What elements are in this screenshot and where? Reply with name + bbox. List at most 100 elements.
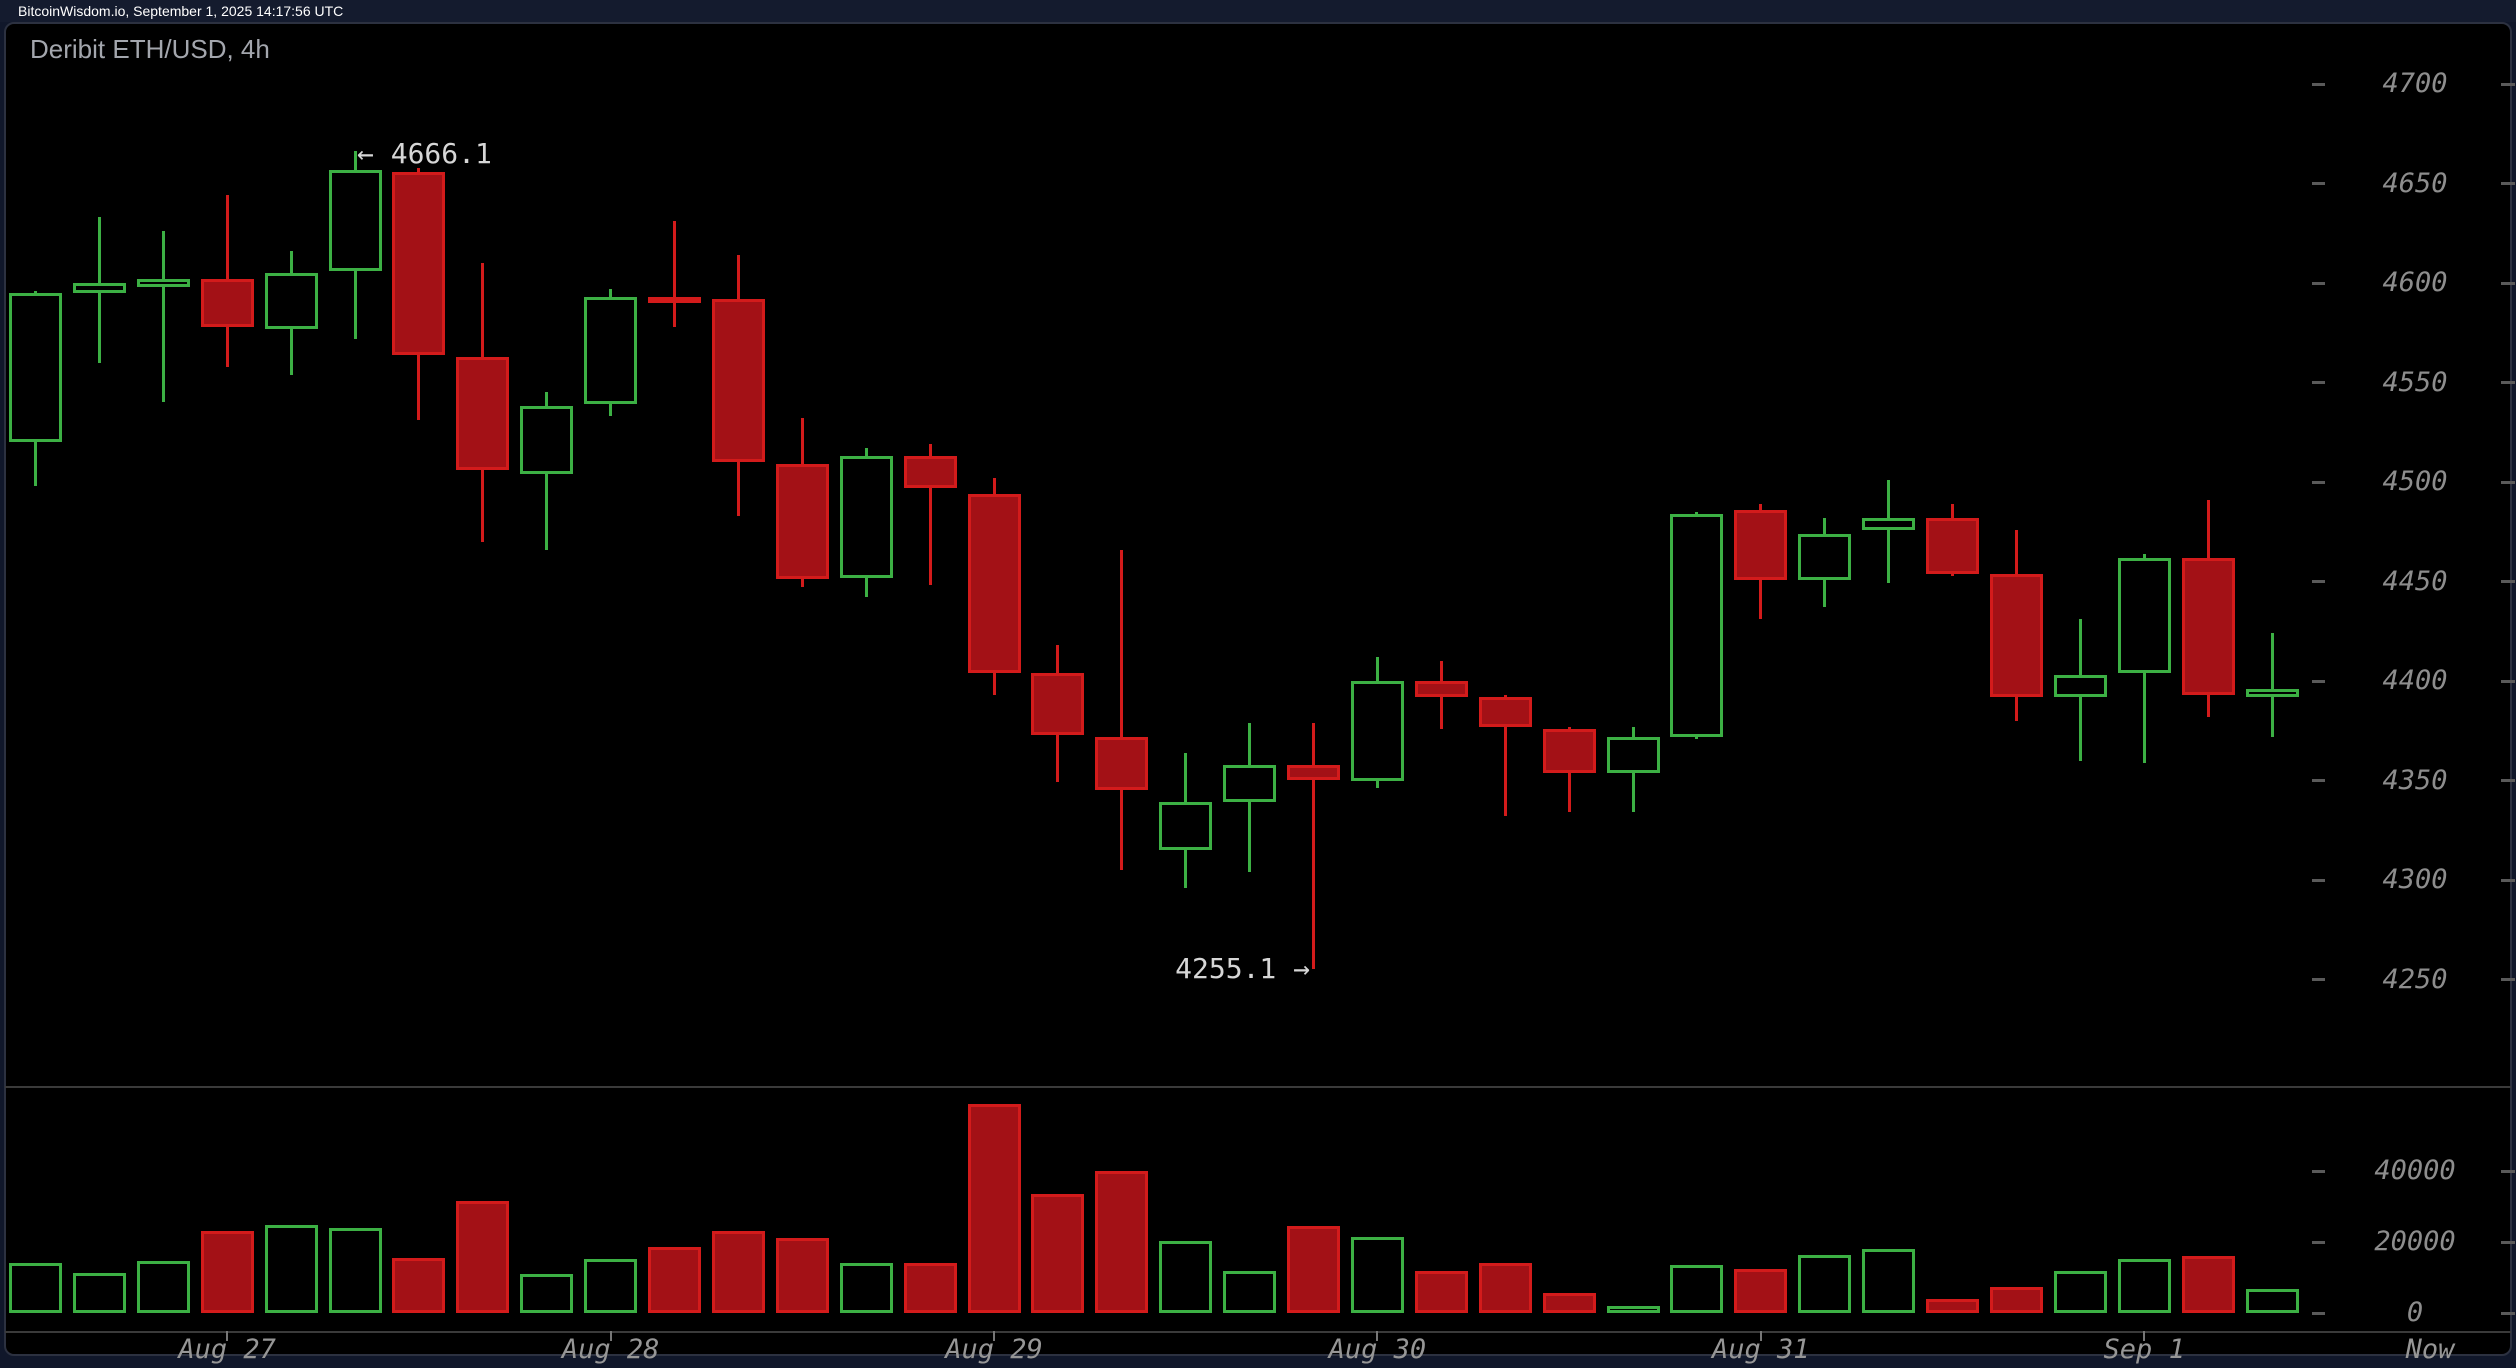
price-tick-right (2501, 480, 2515, 484)
price-tick-label: 4450 (2382, 565, 2448, 597)
candle-body-down (1926, 517, 1979, 574)
candle-body-up (1159, 802, 1213, 851)
candle-body-up (2117, 557, 2171, 674)
candle-body-up (2245, 688, 2299, 697)
volume-bar-down (775, 1238, 829, 1313)
pane-divider (5, 1086, 2511, 1088)
price-tick-right (2501, 281, 2515, 285)
candle-body-down (648, 296, 701, 303)
volume-bar-down (1542, 1293, 1596, 1313)
volume-bar-down (1734, 1269, 1788, 1313)
now-label: Now (2405, 1334, 2455, 1365)
volume-bar-down (1031, 1194, 1085, 1313)
candle-body-down (1734, 509, 1788, 580)
price-tick-right (2501, 679, 2515, 683)
candle-body-down (392, 171, 446, 355)
date-tick-label: Sep 1 (2103, 1334, 2185, 1365)
candle-body-down (775, 464, 829, 580)
price-tick-label: 4300 (2382, 864, 2448, 895)
volume-bar-down (648, 1247, 701, 1313)
candle-body-down (903, 456, 957, 488)
candle-body-up (264, 273, 318, 329)
volume-bar-down (903, 1263, 957, 1313)
volume-bar-up (1670, 1264, 1724, 1313)
candle-body-up (72, 283, 126, 293)
candle-body-down (1287, 764, 1340, 781)
candle-wick (1887, 480, 1891, 584)
candle-body-down (1414, 681, 1468, 697)
candle-body-up (1606, 736, 1660, 773)
candle-wick (1120, 549, 1124, 871)
volume-tick-right (2501, 1311, 2515, 1315)
price-tick-right (2501, 779, 2515, 782)
date-tick-label: Aug 30 (1328, 1334, 1427, 1365)
volume-bar-up (2053, 1270, 2107, 1313)
volume-bar-down (200, 1230, 254, 1313)
price-tick-left (2312, 580, 2325, 583)
candle-body-up (2053, 675, 2107, 697)
header-bar: BitcoinWisdom.io, September 1, 2025 14:1… (0, 0, 2516, 22)
volume-bar-up (1862, 1248, 1916, 1313)
high-annotation: ← 4666.1 (357, 137, 492, 170)
xaxis-border (5, 1331, 2511, 1333)
candle-body-up (1670, 513, 1724, 737)
price-tick-label: 4350 (2382, 764, 2448, 796)
volume-bar-up (264, 1224, 318, 1313)
price-tick-right (2501, 182, 2515, 185)
chart-title: Deribit ETH/USD, 4h (30, 34, 270, 64)
volume-bar-up (1606, 1305, 1660, 1313)
date-tick-label: Aug 29 (945, 1334, 1043, 1365)
candle-body-up (584, 296, 638, 405)
price-tick-label: 4700 (2382, 68, 2448, 99)
candle-body-down (1478, 696, 1532, 727)
volume-tick-left (2312, 1311, 2325, 1315)
volume-bar-up (1350, 1236, 1404, 1313)
candle-body-down (1989, 573, 2043, 697)
volume-bar-up (136, 1260, 190, 1313)
candle-body-up (328, 169, 382, 272)
date-tick-label: Aug 28 (561, 1334, 660, 1365)
volume-bar-down (967, 1104, 1021, 1313)
volume-tick-label: 0 (2406, 1297, 2424, 1328)
volume-tick-right (2501, 1240, 2515, 1244)
date-tick (1759, 1331, 1762, 1341)
price-tick-left (2312, 878, 2325, 882)
volume-tick-left (2312, 1240, 2325, 1244)
volume-bar-up (2245, 1289, 2299, 1313)
volume-bar-up (839, 1262, 893, 1313)
volume-bar-up (584, 1259, 638, 1313)
price-tick-left (2312, 281, 2325, 285)
candle-wick (2270, 633, 2274, 737)
candle-body-up (136, 279, 190, 287)
candle-body-down (967, 493, 1021, 674)
header-text: BitcoinWisdom.io, September 1, 2025 14:1… (18, 3, 344, 19)
volume-bar-down (456, 1201, 510, 1313)
price-tick-label: 4500 (2382, 466, 2448, 497)
price-tick-label: 4550 (2382, 366, 2448, 398)
candle-body-up (9, 292, 62, 443)
volume-bar-down (1287, 1225, 1340, 1313)
volume-bar-down (392, 1258, 446, 1313)
price-tick-left (2312, 182, 2325, 185)
price-tick-label: 4400 (2382, 665, 2448, 696)
volume-bar-up (1798, 1254, 1852, 1313)
price-tick-left (2312, 480, 2325, 484)
candle-body-up (520, 406, 574, 475)
candle-body-down (1031, 673, 1085, 735)
date-tick-label: Aug 27 (178, 1334, 276, 1365)
candle-body-down (711, 298, 765, 463)
price-tick-left (2312, 779, 2325, 782)
volume-bar-down (1414, 1270, 1468, 1313)
price-tick-right (2501, 878, 2515, 882)
candle-body-down (2181, 557, 2235, 695)
volume-bar-down (711, 1230, 765, 1313)
volume-bar-down (1989, 1286, 2043, 1313)
candle-body-up (1862, 517, 1916, 530)
candle-body-up (839, 456, 893, 578)
volume-bar-down (1926, 1298, 1979, 1313)
date-tick (2143, 1331, 2146, 1341)
price-tick-left (2312, 679, 2325, 683)
price-tick-label: 4250 (2382, 963, 2448, 995)
price-tick-right (2501, 978, 2515, 981)
